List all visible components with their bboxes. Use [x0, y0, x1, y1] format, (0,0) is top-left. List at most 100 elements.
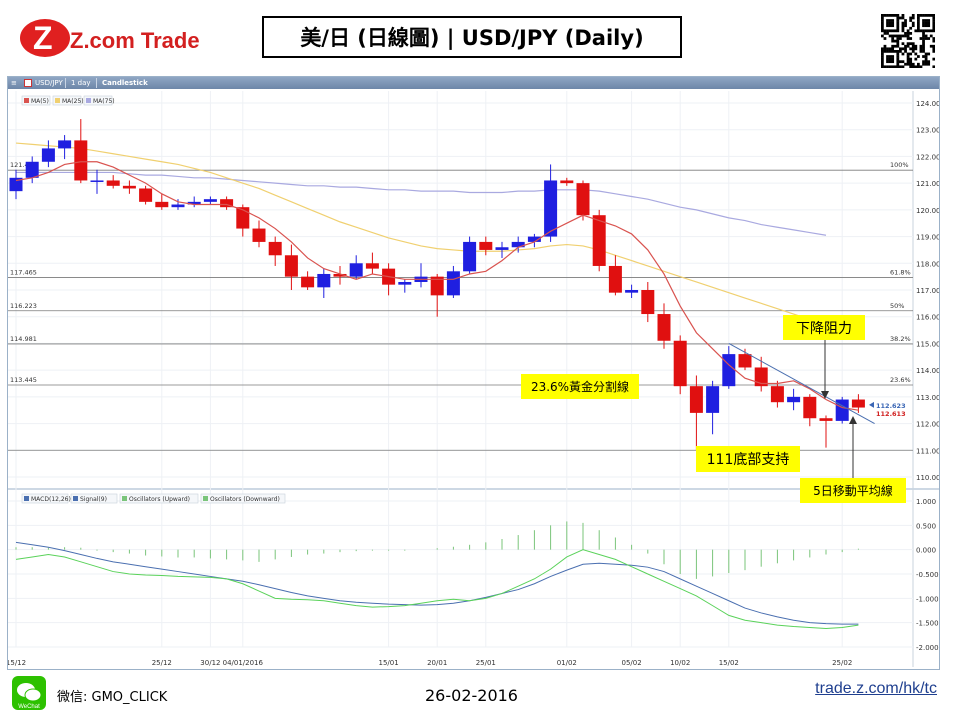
- website-link[interactable]: trade.z.com/hk/tc: [815, 680, 937, 697]
- chart-toolbar: ≡ USD/JPY 1 day Candlestick: [8, 77, 939, 89]
- candle-body: [689, 386, 703, 413]
- price-legend-box: [52, 95, 82, 106]
- candle-body: [236, 207, 250, 229]
- candle-body: [446, 271, 460, 296]
- candle-body: [333, 273, 347, 277]
- candle-body: [398, 281, 412, 285]
- osc-legend-text: Oscillators (Downward): [210, 496, 280, 503]
- period-label[interactable]: 1 day: [71, 79, 91, 87]
- page-title: 美/日 (日線圖) | USD/JPY (Daily): [262, 16, 682, 58]
- price-legend-box: [83, 95, 113, 106]
- candle-body: [625, 290, 639, 293]
- resistance-arrowhead: [821, 391, 829, 399]
- candle-body: [511, 241, 525, 248]
- candle-body: [106, 180, 120, 186]
- svg-text:Z: Z: [33, 20, 53, 56]
- ma25-line: [15, 142, 827, 326]
- fib-value-label: 114.981: [10, 335, 37, 343]
- candle-body: [592, 215, 606, 266]
- price-tick-label: 114.000: [916, 367, 939, 375]
- bid-price-label: 112.613: [876, 410, 906, 418]
- osc-legend-swatch: [122, 496, 127, 501]
- ma-arrowhead: [849, 416, 857, 424]
- x-tick-label: 30/12: [200, 659, 220, 667]
- candle-body: [74, 140, 88, 181]
- candle-body: [349, 263, 363, 277]
- x-tick-label: 15/01: [379, 659, 399, 667]
- osc-tick-label: -1.000: [916, 595, 939, 603]
- price-legend-text: MA(75): [93, 98, 115, 105]
- macd-line: [15, 541, 859, 625]
- candle-body: [41, 148, 55, 162]
- chart-style-label[interactable]: Candlestick: [102, 79, 148, 87]
- chart-canvas: 124.000 123.000 122.000 121.000 120.000 119.0…: [8, 91, 939, 667]
- candle-body: [641, 290, 655, 315]
- candle-body: [284, 255, 298, 277]
- x-tick-label: 05/02: [622, 659, 642, 667]
- candle-body: [738, 354, 752, 368]
- x-tick-label: 10/02: [670, 659, 690, 667]
- candle-body: [803, 396, 817, 419]
- price-tick-label: 115.000: [916, 340, 939, 348]
- price-tick-label: 123.000: [916, 127, 939, 135]
- x-tick-label: 25/02: [832, 659, 852, 667]
- fib-percent-label: 100%: [890, 161, 909, 169]
- candle-body: [317, 273, 331, 288]
- report-date: 26-02-2016: [425, 686, 518, 705]
- candle-body: [544, 180, 558, 237]
- osc-tick-label: -1.500: [916, 620, 939, 628]
- symbol-label[interactable]: USD/JPY: [35, 79, 63, 87]
- ask-marker: [869, 401, 874, 408]
- candle-body: [722, 354, 736, 387]
- ma75-line: [16, 171, 827, 236]
- x-tick-label: 15/12: [8, 659, 26, 667]
- fib-value-label: 116.223: [10, 302, 37, 310]
- osc-legend-box: [119, 493, 199, 504]
- candle-body: [301, 276, 315, 288]
- price-tick-label: 124.000: [916, 100, 939, 108]
- osc-tick-label: 0.500: [916, 522, 936, 530]
- price-legend-box: [21, 95, 51, 106]
- candle-body: [252, 228, 266, 242]
- menu-icon[interactable]: ≡: [11, 79, 17, 87]
- price-tick-label: 111.000: [916, 447, 939, 455]
- candle-body: [25, 161, 39, 178]
- candle-body: [706, 386, 720, 413]
- candle-body: [155, 201, 169, 208]
- price-tick-label: 122.000: [916, 153, 939, 161]
- fib-percent-label: 23.6%: [890, 376, 911, 384]
- wechat-icon[interactable]: WeChat: [12, 676, 46, 710]
- osc-tick-label: -0.500: [916, 571, 939, 579]
- price-tick-label: 113.000: [916, 394, 939, 402]
- qr-code: [881, 14, 936, 69]
- signal-line: [15, 549, 859, 630]
- price-tick-label: 120.000: [916, 207, 939, 215]
- chart-frame: ≡ USD/JPY 1 day Candlestick 124.000 123.0…: [7, 76, 940, 670]
- fib-value-label: 121.485: [10, 161, 37, 169]
- price-tick-label: 112.000: [916, 421, 939, 429]
- resistance-trendline: [728, 342, 875, 425]
- candle-body: [139, 188, 153, 202]
- x-tick-label: 04/01/2016: [223, 659, 264, 667]
- flag-icon: [24, 79, 32, 87]
- zcom-logo-mark: Z Z.com Trade: [20, 19, 200, 57]
- fib-callout: 23.6%黃金分割線: [521, 374, 639, 399]
- x-tick-label: 15/02: [719, 659, 739, 667]
- fib-percent-label: 38.2%: [890, 335, 911, 343]
- candle-body: [495, 247, 509, 250]
- candle-body: [819, 418, 833, 421]
- candle-body: [430, 276, 444, 296]
- wechat-id: 微信: GMO_CLICK: [57, 690, 168, 705]
- osc-legend-box: [200, 493, 286, 504]
- x-tick-label: 25/01: [476, 659, 496, 667]
- price-legend-swatch: [55, 98, 60, 103]
- price-legend-text: MA(5): [31, 98, 49, 105]
- candle-body: [365, 263, 379, 269]
- price-tick-label: 119.000: [916, 234, 939, 242]
- price-tick-label: 121.000: [916, 180, 939, 188]
- x-tick-label: 01/02: [557, 659, 577, 667]
- price-tick-label: 118.000: [916, 260, 939, 268]
- candle-body: [770, 386, 784, 403]
- ma-callout: 5日移動平均線: [800, 478, 906, 503]
- osc-tick-label: 0.000: [916, 547, 936, 555]
